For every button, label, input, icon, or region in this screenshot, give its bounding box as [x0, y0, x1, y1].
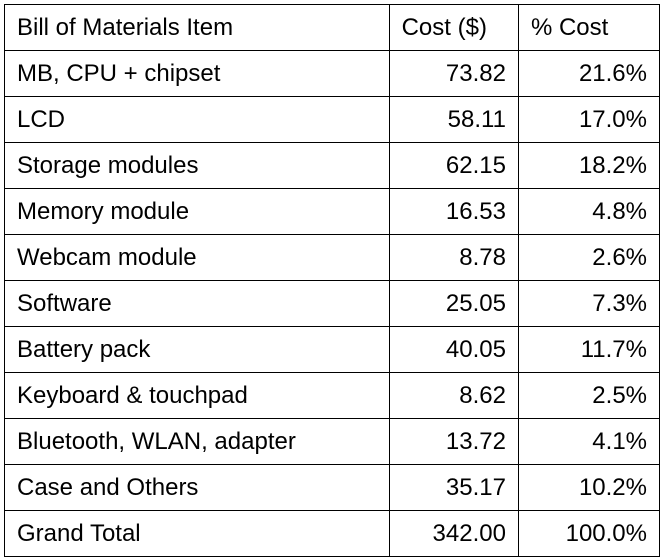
table-row: Webcam module 8.78 2.6%: [4, 234, 661, 281]
item-cell: Software: [4, 280, 390, 327]
grand-total-cost: 342.00: [388, 510, 519, 557]
header-cost: Cost ($): [388, 4, 519, 51]
table-row: LCD 58.11 17.0%: [4, 96, 661, 143]
percent-cell: 10.2%: [517, 464, 661, 511]
item-cell: Webcam module: [4, 234, 390, 281]
cost-cell: 8.62: [388, 372, 519, 419]
cost-cell: 8.78: [388, 234, 519, 281]
grand-total-percent: 100.0%: [517, 510, 661, 557]
item-cell: Storage modules: [4, 142, 390, 189]
header-percent-cost: % Cost: [517, 4, 661, 51]
percent-cell: 17.0%: [517, 96, 661, 143]
item-cell: Memory module: [4, 188, 390, 235]
item-cell: Battery pack: [4, 326, 390, 373]
percent-cell: 2.6%: [517, 234, 661, 281]
cost-cell: 35.17: [388, 464, 519, 511]
table-row: MB, CPU + chipset 73.82 21.6%: [4, 50, 661, 97]
cost-cell: 62.15: [388, 142, 519, 189]
item-cell: Bluetooth, WLAN, adapter: [4, 418, 390, 465]
percent-cell: 7.3%: [517, 280, 661, 327]
header-item: Bill of Materials Item: [4, 4, 390, 51]
grand-total-label: Grand Total: [4, 510, 390, 557]
item-cell: Keyboard & touchpad: [4, 372, 390, 419]
percent-cell: 18.2%: [517, 142, 661, 189]
table-row: Bluetooth, WLAN, adapter 13.72 4.1%: [4, 418, 661, 465]
percent-cell: 11.7%: [517, 326, 661, 373]
percent-cell: 4.8%: [517, 188, 661, 235]
bill-of-materials-table: Bill of Materials Item Cost ($) % Cost M…: [4, 4, 661, 557]
item-cell: Case and Others: [4, 464, 390, 511]
item-cell: MB, CPU + chipset: [4, 50, 390, 97]
header-row: Bill of Materials Item Cost ($) % Cost: [4, 4, 661, 51]
cost-cell: 25.05: [388, 280, 519, 327]
cost-cell: 58.11: [388, 96, 519, 143]
cost-cell: 16.53: [388, 188, 519, 235]
cost-cell: 40.05: [388, 326, 519, 373]
percent-cell: 21.6%: [517, 50, 661, 97]
percent-cell: 2.5%: [517, 372, 661, 419]
item-cell: LCD: [4, 96, 390, 143]
table-row: Storage modules 62.15 18.2%: [4, 142, 661, 189]
cost-cell: 13.72: [388, 418, 519, 465]
grand-total-row: Grand Total 342.00 100.0%: [4, 510, 661, 557]
table-row: Battery pack 40.05 11.7%: [4, 326, 661, 373]
table-row: Memory module 16.53 4.8%: [4, 188, 661, 235]
table-row: Keyboard & touchpad 8.62 2.5%: [4, 372, 661, 419]
percent-cell: 4.1%: [517, 418, 661, 465]
cost-cell: 73.82: [388, 50, 519, 97]
table-row: Software 25.05 7.3%: [4, 280, 661, 327]
table-row: Case and Others 35.17 10.2%: [4, 464, 661, 511]
